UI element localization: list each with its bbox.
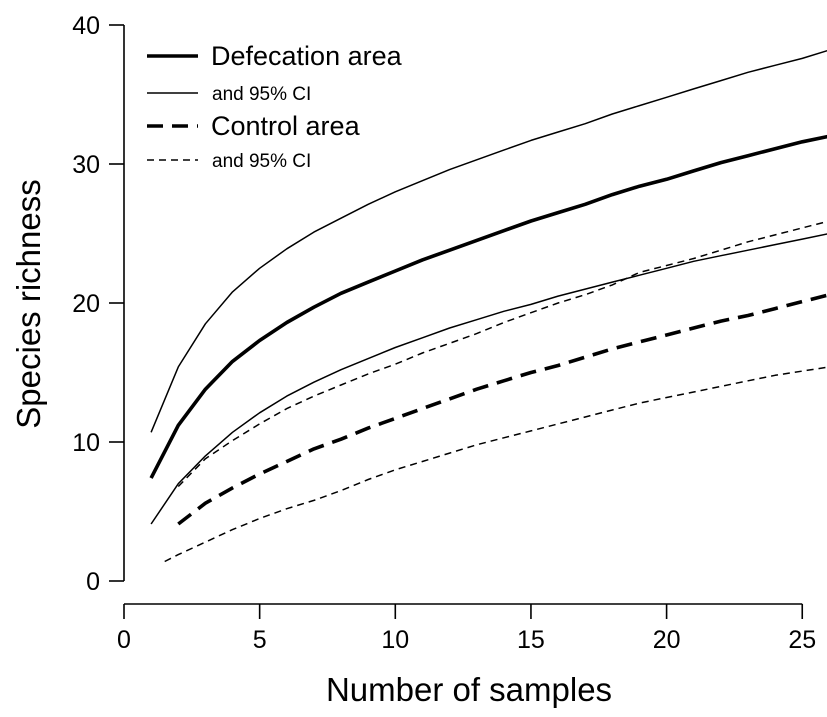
x-tick-label: 5 [253,626,267,654]
x-tick-label: 15 [517,626,545,654]
series-line-solid-thin [150,49,827,433]
x-tick-label: 25 [788,626,816,654]
x-axis-title: Number of samples [326,671,612,708]
y-axis: 0 10 20 30 40 [72,12,125,596]
legend: Defecation area and 95% CI Control area and… [147,41,403,172]
legend-label: and 95% CI [212,84,311,105]
y-tick-label: 30 [72,151,100,179]
series-layer [149,49,827,563]
legend-label: Control area [211,111,361,141]
y-tick-label: 0 [86,568,100,596]
y-tick-label: 10 [72,429,100,457]
x-axis: 0 5 10 15 20 25 [117,603,816,654]
series-line-dashed-thin [177,220,827,488]
y-axis-title: Species richness [10,179,47,428]
series-line-dashed-thin [164,366,827,563]
legend-label: and 95% CI [212,151,311,172]
x-tick-label: 0 [117,626,131,654]
x-tick-label: 20 [653,626,681,654]
x-tick-label: 10 [381,626,409,654]
series-line-solid-thin [150,233,827,525]
y-tick-label: 40 [72,12,100,40]
series-line-solid-thick [149,134,827,479]
series-line-dashed-thick [177,293,827,526]
y-tick-label: 20 [72,290,100,318]
legend-label: Defecation area [211,41,403,71]
